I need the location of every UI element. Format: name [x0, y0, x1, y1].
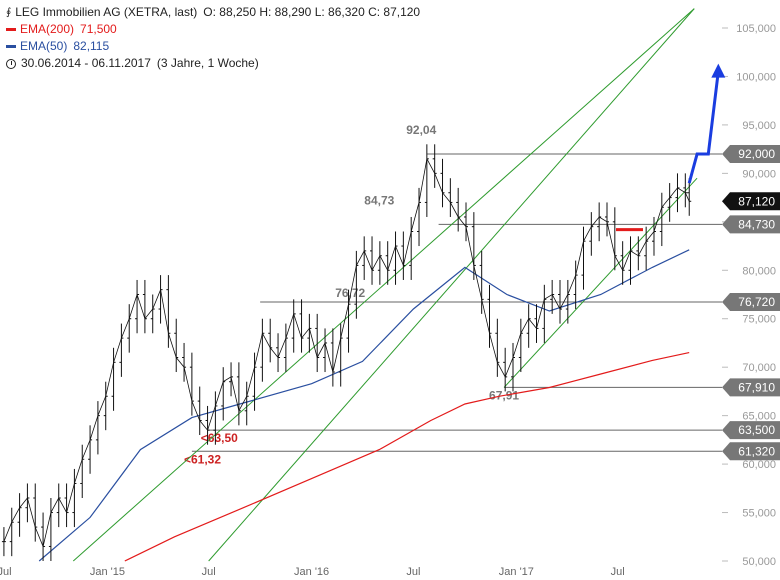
- level-badge-label-4: 63,500: [738, 423, 775, 437]
- chart-title-row: ∮ LEG Immobilien AG (XETRA, last) O: 88,…: [6, 4, 420, 21]
- legend-ema200-name: EMA(200): [20, 22, 75, 36]
- trendline-channel-inner: [503, 177, 698, 388]
- clock-icon: [6, 58, 16, 69]
- x-tick-label-3: Jan '16: [294, 566, 329, 578]
- level-badge-bg-5: [722, 442, 780, 461]
- level-peak-label-1: 84,73: [364, 193, 394, 207]
- level-badge-bg-4: [722, 421, 780, 440]
- y-tick-label-6: 80,000: [742, 265, 776, 277]
- trendline-channel-lower: [208, 8, 695, 562]
- legend-ema50-name: EMA(50): [20, 39, 68, 53]
- ohlc-values: O: 88,250 H: 88,290 L: 86,320 C: 87,120: [203, 5, 421, 19]
- ema50-swatch: [6, 45, 16, 48]
- y-tick-label-11: 105,000: [736, 23, 776, 35]
- legend-item-ema50: EMA(50) 82,115: [6, 38, 420, 55]
- x-tick-label-2: Jul: [202, 566, 216, 578]
- level-badge-label-2: 76,720: [738, 295, 775, 309]
- level-badge-1: 84,730: [722, 215, 780, 234]
- price-line: [3, 157, 690, 548]
- level-badge-bg-0: [722, 144, 780, 163]
- legend-ema50-value: 82,115: [73, 39, 110, 53]
- y-tick-label-5: 75,000: [742, 314, 776, 326]
- y-tick-label-0: 50,000: [742, 556, 776, 568]
- trendline-channel-upper: [72, 8, 695, 562]
- x-tick-label-6: Jul: [611, 566, 625, 578]
- level-badge-label-5: 61,320: [738, 444, 775, 458]
- y-tick-label-10: 100,000: [736, 71, 776, 83]
- last-price-badge-bg: [722, 192, 780, 211]
- y-tick-label-2: 60,000: [742, 459, 776, 471]
- level-badge-5: 61,320: [722, 442, 780, 461]
- legend-item-ema200: EMA(200) 71,500: [6, 21, 420, 38]
- y-tick-label-1: 55,000: [742, 508, 776, 520]
- level-badge-2: 76,720: [722, 293, 780, 312]
- forecast-arrow-line: [687, 71, 720, 184]
- x-tick-label-5: Jan '17: [499, 566, 534, 578]
- x-tick-label-0: Jul: [0, 566, 12, 578]
- level-badge-label-3: 67,910: [738, 380, 775, 394]
- period-row: 30.06.2014 - 06.11.2017 (3 Jahre, 1 Woch…: [6, 55, 420, 72]
- last-price-badge: 87,120: [722, 192, 780, 211]
- level-badge-bg-1: [722, 215, 780, 234]
- level-badge-4: 63,500: [722, 421, 780, 440]
- y-tick-label-4: 70,000: [742, 362, 776, 374]
- legend-ema200-value: 71,500: [80, 22, 117, 36]
- y-tick-label-3: 65,000: [742, 411, 776, 423]
- level-peak-label-0: 92,04: [406, 123, 436, 137]
- series-line-ema-200-: [124, 352, 690, 562]
- period-range: 30.06.2014 - 06.11.2017: [21, 56, 151, 70]
- level-badge-bg-2: [722, 293, 780, 312]
- chart-title: LEG Immobilien AG (XETRA, last): [15, 5, 198, 19]
- level-badge-bg-3: [722, 378, 780, 397]
- last-price-badge-label: 87,120: [738, 194, 775, 208]
- forecast-arrow-head: [711, 63, 726, 78]
- x-tick-label-4: Jul: [406, 566, 420, 578]
- price-bars: [1, 144, 692, 561]
- level-badge-3: 67,910: [722, 378, 780, 397]
- level-peak-label-5: <61,32: [184, 452, 221, 466]
- ema200-swatch: [6, 28, 16, 31]
- y-tick-label-9: 95,000: [742, 120, 776, 132]
- period-interval: (3 Jahre, 1 Woche): [156, 56, 259, 70]
- chart-legend: ∮ LEG Immobilien AG (XETRA, last) O: 88,…: [6, 4, 420, 72]
- bar-chart-icon: ∮: [6, 7, 12, 18]
- level-peak-label-4: <63,50: [201, 431, 238, 445]
- level-badge-label-0: 92,000: [738, 147, 775, 161]
- level-badge-label-1: 84,730: [738, 217, 775, 231]
- series-line-ema-50-: [38, 249, 690, 562]
- level-badge-0: 92,000: [722, 144, 780, 163]
- x-tick-label-1: Jan '15: [90, 566, 125, 578]
- y-tick-label-8: 90,000: [742, 168, 776, 180]
